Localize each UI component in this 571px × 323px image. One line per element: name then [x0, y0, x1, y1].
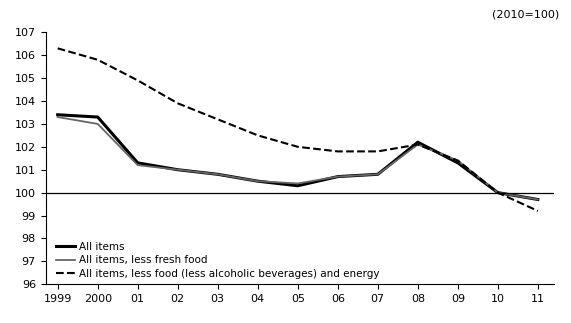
All items, less fresh food	[254, 179, 261, 183]
All items, less food (less alcoholic beverages) and energy	[54, 47, 61, 50]
Legend: All items, All items, less fresh food, All items, less food (less alcoholic beve: All items, All items, less fresh food, A…	[56, 242, 379, 279]
Line: All items, less food (less alcoholic beverages) and energy: All items, less food (less alcoholic bev…	[58, 48, 538, 211]
All items, less fresh food	[455, 159, 461, 162]
All items	[174, 168, 181, 172]
All items, less food (less alcoholic beverages) and energy	[415, 142, 421, 146]
All items	[415, 140, 421, 144]
All items	[134, 161, 141, 165]
All items	[94, 115, 101, 119]
All items, less fresh food	[294, 182, 301, 185]
All items, less fresh food	[375, 172, 381, 176]
All items, less food (less alcoholic beverages) and energy	[494, 191, 501, 194]
All items, less fresh food	[214, 172, 221, 176]
All items, less food (less alcoholic beverages) and energy	[94, 58, 101, 62]
All items	[455, 161, 461, 165]
All items, less fresh food	[54, 115, 61, 119]
All items, less fresh food	[94, 122, 101, 126]
All items, less fresh food	[335, 175, 341, 179]
All items	[335, 175, 341, 179]
All items, less food (less alcoholic beverages) and energy	[134, 78, 141, 82]
All items, less food (less alcoholic beverages) and energy	[534, 209, 541, 213]
All items, less fresh food	[494, 191, 501, 194]
All items, less food (less alcoholic beverages) and energy	[335, 150, 341, 153]
All items, less fresh food	[134, 163, 141, 167]
All items	[494, 191, 501, 194]
All items	[375, 172, 381, 176]
All items, less fresh food	[415, 142, 421, 146]
All items, less food (less alcoholic beverages) and energy	[254, 133, 261, 137]
All items, less fresh food	[174, 168, 181, 172]
All items	[534, 198, 541, 202]
All items, less fresh food	[534, 198, 541, 202]
All items, less food (less alcoholic beverages) and energy	[214, 117, 221, 121]
All items	[54, 113, 61, 117]
All items	[254, 179, 261, 183]
Text: (2010=100): (2010=100)	[492, 10, 560, 20]
All items	[214, 172, 221, 176]
All items, less food (less alcoholic beverages) and energy	[375, 150, 381, 153]
All items	[294, 184, 301, 188]
All items, less food (less alcoholic beverages) and energy	[455, 159, 461, 162]
All items, less food (less alcoholic beverages) and energy	[174, 101, 181, 105]
Line: All items, less fresh food: All items, less fresh food	[58, 117, 538, 200]
Line: All items: All items	[58, 115, 538, 200]
All items, less food (less alcoholic beverages) and energy	[294, 145, 301, 149]
